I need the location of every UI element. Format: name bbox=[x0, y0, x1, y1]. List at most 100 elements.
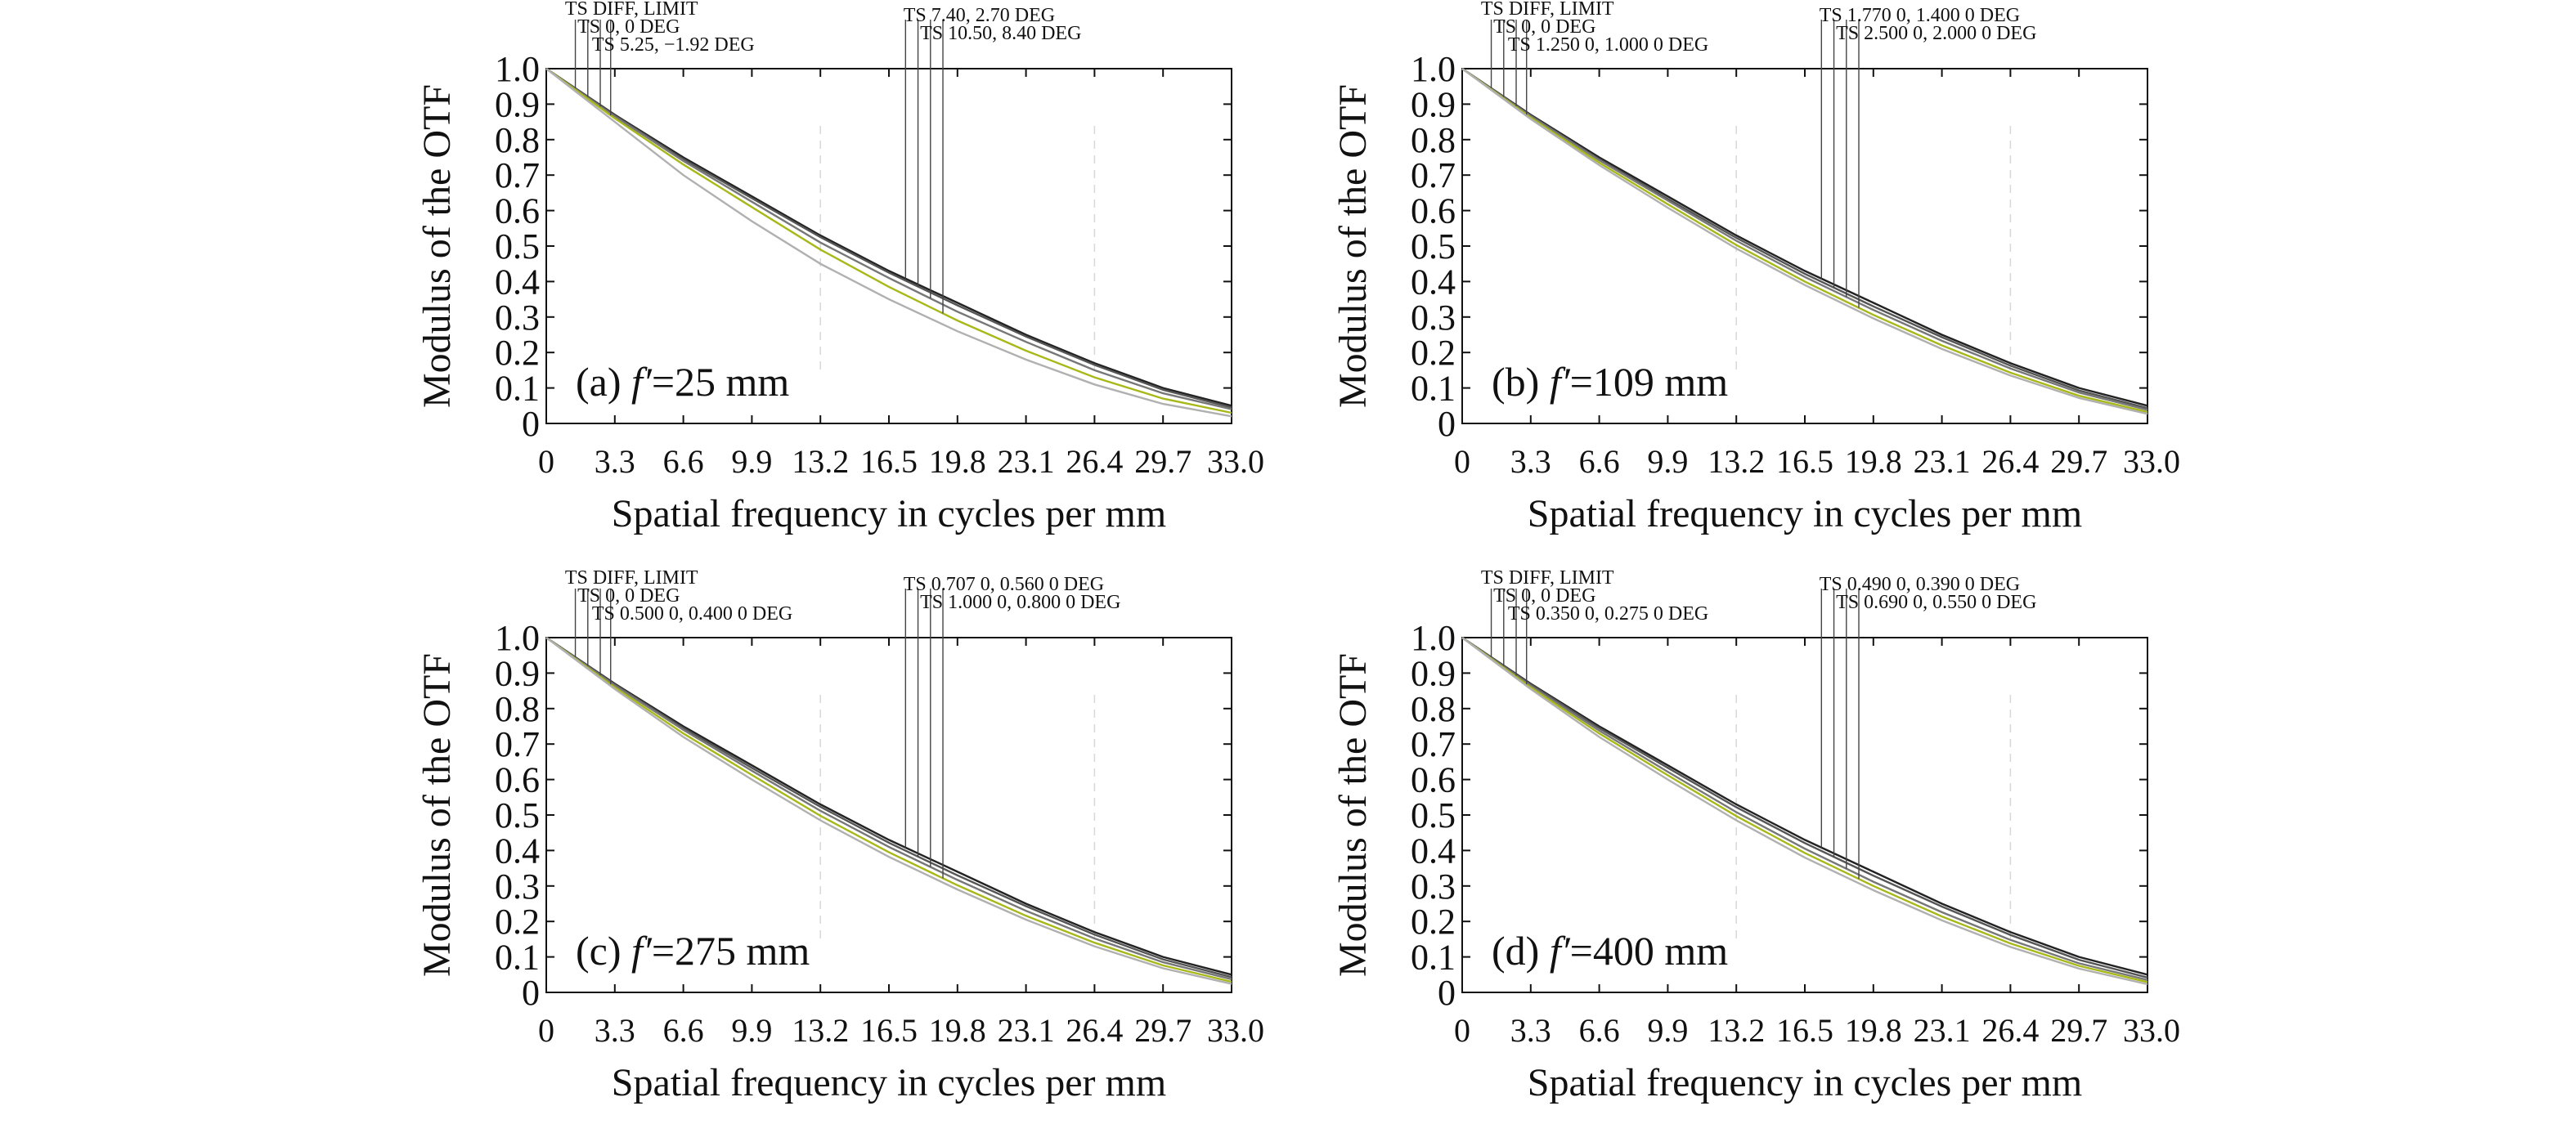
y-axis-label: Modulus of the OTF bbox=[415, 653, 459, 977]
legend-label: TS 1.250 0, 1.000 0 DEG bbox=[1508, 34, 1708, 56]
series-line-4 bbox=[1461, 68, 2148, 414]
y-tick-label: 0.9 bbox=[1411, 653, 1456, 693]
y-tick-label: 0.3 bbox=[495, 867, 540, 907]
y-tick-label: 0.4 bbox=[495, 262, 540, 302]
x-tick-label: 29.7 bbox=[1134, 1012, 1192, 1049]
x-tick-label: 33.0 bbox=[1207, 443, 1264, 480]
series-line-2 bbox=[1461, 637, 2148, 978]
x-tick-label: 33.0 bbox=[2123, 1012, 2180, 1049]
x-tick-label: 6.6 bbox=[663, 1012, 704, 1049]
legend-label: TS 1.000 0, 0.800 0 DEG bbox=[920, 592, 1120, 613]
chart-panel-c: 00.10.20.30.40.50.60.70.80.91.00 3.3 6.6 9.… bbox=[415, 567, 1264, 1104]
x-tick-label: 9.9 bbox=[1647, 1012, 1688, 1049]
x-tick-label: 0 bbox=[538, 1012, 554, 1049]
x-tick-label: 9.9 bbox=[731, 1012, 772, 1049]
chart-panel-b: 00.10.20.30.40.50.60.70.80.91.00 3.3 6.6 9.… bbox=[1331, 0, 2180, 535]
panel-annotation: (b) f′=109 mm bbox=[1492, 359, 1728, 405]
series-line-5 bbox=[1461, 68, 2148, 415]
y-tick-label: 0.1 bbox=[1411, 369, 1456, 409]
x-axis-label: Spatial frequency in cycles per mm bbox=[612, 492, 1166, 535]
series-line-3 bbox=[545, 637, 1232, 981]
x-axis-label: Spatial frequency in cycles per mm bbox=[1528, 492, 2082, 535]
y-tick-label: 0.6 bbox=[1411, 191, 1456, 231]
x-tick-label: 29.7 bbox=[1134, 443, 1192, 480]
y-tick-label: 0.2 bbox=[495, 333, 540, 373]
y-tick-label: 1.0 bbox=[1411, 49, 1456, 89]
x-axis-label: Spatial frequency in cycles per mm bbox=[612, 1061, 1166, 1104]
y-tick-label: 1.0 bbox=[495, 49, 540, 89]
y-tick-label: 0.6 bbox=[495, 191, 540, 231]
x-tick-label: 0 bbox=[538, 443, 554, 480]
x-tick-label: 6.6 bbox=[1579, 443, 1620, 480]
y-tick-label: 0.1 bbox=[1411, 938, 1456, 978]
y-tick-label: 0.8 bbox=[1411, 120, 1456, 160]
panel-label: (b) bbox=[1492, 359, 1550, 405]
x-tick-label: 0 bbox=[1454, 443, 1470, 480]
series-line-4 bbox=[545, 68, 1232, 414]
legend-label: TS 10.50, 8.40 DEG bbox=[920, 23, 1081, 44]
series-line-1 bbox=[1461, 637, 2148, 976]
series-line-5 bbox=[1461, 637, 2148, 986]
focal-length-symbol: f′ bbox=[1550, 359, 1571, 405]
focal-length-value: =400 mm bbox=[1570, 928, 1729, 974]
x-tick-label: 16.5 bbox=[1776, 1012, 1833, 1049]
y-axis-label: Modulus of the OTF bbox=[415, 84, 459, 408]
panel-label: (d) bbox=[1492, 928, 1550, 974]
x-tick-label: 19.8 bbox=[929, 443, 986, 480]
x-tick-label: 23.1 bbox=[1914, 443, 1971, 480]
x-axis-label: Spatial frequency in cycles per mm bbox=[1528, 1061, 2082, 1104]
series-line-1 bbox=[545, 68, 1232, 407]
y-axis-label: Modulus of the OTF bbox=[1331, 653, 1375, 977]
series-line-2 bbox=[545, 637, 1232, 978]
legend-label: TS 0.690 0, 0.550 0 DEG bbox=[1836, 592, 2036, 613]
legend-label: TS 0, 0 DEG bbox=[577, 16, 680, 38]
chart-panel-d: 00.10.20.30.40.50.60.70.80.91.00 3.3 6.6 9.… bbox=[1331, 567, 2180, 1104]
legend-label: TS 5.25, −1.92 DEG bbox=[592, 34, 755, 56]
y-tick-label: 0.2 bbox=[495, 902, 540, 942]
focal-length-value: =275 mm bbox=[652, 928, 810, 974]
x-tick-label: 26.4 bbox=[1066, 443, 1123, 480]
series-line-1 bbox=[545, 637, 1232, 976]
legend-label: TS 2.500 0, 2.000 0 DEG bbox=[1836, 23, 2036, 44]
series-line-3 bbox=[1461, 68, 2148, 411]
y-tick-label: 0.2 bbox=[1411, 333, 1456, 373]
y-tick-label: 0.7 bbox=[495, 155, 540, 195]
x-tick-label: 13.2 bbox=[792, 1012, 849, 1049]
x-tick-label: 23.1 bbox=[1914, 1012, 1971, 1049]
x-tick-label: 26.4 bbox=[1981, 443, 2039, 480]
y-tick-label: 0.4 bbox=[1411, 831, 1456, 871]
series-line-1 bbox=[1461, 68, 2148, 407]
x-tick-label: 26.4 bbox=[1981, 1012, 2039, 1049]
legend-label: TS DIFF, LIMIT bbox=[565, 567, 698, 589]
y-tick-label: 0.3 bbox=[1411, 298, 1456, 338]
x-tick-label: 13.2 bbox=[1708, 443, 1765, 480]
x-tick-label: 13.2 bbox=[792, 443, 849, 480]
x-tick-label: 19.8 bbox=[1845, 443, 1902, 480]
series-line-3 bbox=[545, 68, 1232, 410]
legend-label: TS 0.707 0, 0.560 0 DEG bbox=[904, 574, 1104, 595]
y-tick-label: 0.7 bbox=[495, 724, 540, 764]
series-line-5 bbox=[545, 68, 1232, 418]
y-tick-label: 0.4 bbox=[495, 831, 540, 871]
chart-panel-a: 00.10.20.30.40.50.60.70.80.91.00 3.3 6.6 9.… bbox=[415, 0, 1264, 535]
y-tick-label: 1.0 bbox=[495, 618, 540, 658]
series-line-4 bbox=[545, 637, 1232, 983]
focal-length-symbol: f′ bbox=[631, 359, 653, 405]
y-tick-label: 0.8 bbox=[495, 689, 540, 729]
y-tick-label: 0.5 bbox=[495, 226, 540, 266]
y-tick-label: 0.8 bbox=[495, 120, 540, 160]
x-tick-label: 33.0 bbox=[2123, 443, 2180, 480]
x-tick-label: 3.3 bbox=[1510, 443, 1551, 480]
y-axis-label: Modulus of the OTF bbox=[1331, 84, 1375, 408]
y-tick-label: 0.5 bbox=[1411, 795, 1456, 835]
x-tick-label: 3.3 bbox=[595, 1012, 635, 1049]
y-tick-label: 0.6 bbox=[1411, 760, 1456, 800]
y-tick-label: 0.5 bbox=[1411, 226, 1456, 266]
x-tick-label: 19.8 bbox=[1845, 1012, 1902, 1049]
panel-annotation: (d) f′=400 mm bbox=[1492, 928, 1728, 974]
y-tick-label: 0.6 bbox=[495, 760, 540, 800]
series-line-4 bbox=[1461, 637, 2148, 983]
x-tick-label: 9.9 bbox=[731, 443, 772, 480]
